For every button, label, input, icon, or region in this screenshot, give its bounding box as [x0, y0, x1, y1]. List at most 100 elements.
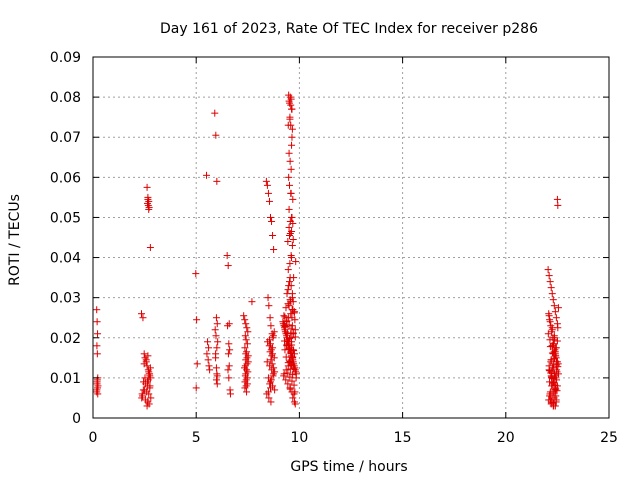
data-point [284, 266, 292, 274]
data-point [288, 362, 296, 370]
data-point [241, 316, 249, 324]
y-tick-label: 0.06 [50, 170, 81, 186]
data-point [204, 338, 212, 346]
y-tick-label: 0.09 [50, 50, 81, 66]
axis-ticks: 0 5 10 15 20 25 0 0.01 0.02 0.03 0.04 0.05 0.06 0.07 0… [50, 50, 618, 446]
data-point [290, 381, 298, 389]
data-point [225, 374, 233, 382]
data-point [212, 350, 220, 358]
data-point [147, 394, 155, 402]
data-point [551, 352, 559, 360]
data-point [224, 262, 232, 270]
data-point [282, 366, 290, 374]
data-point [94, 330, 102, 338]
x-tick-label: 10 [290, 430, 308, 446]
data-point [288, 133, 296, 141]
y-tick-label: 0.04 [50, 251, 81, 267]
data-point [266, 314, 274, 322]
data-point [549, 296, 557, 304]
data-point [138, 394, 146, 402]
data-point [282, 353, 290, 361]
data-point [143, 378, 151, 386]
data-point [284, 238, 292, 246]
data-point [288, 377, 296, 385]
data-point [285, 173, 293, 181]
data-point [212, 131, 220, 139]
data-point [241, 378, 249, 386]
y-tick-label: 0.07 [50, 130, 81, 146]
data-point [240, 312, 248, 320]
data-point [268, 360, 276, 368]
data-point [265, 336, 273, 344]
data-point [212, 332, 220, 340]
data-point [193, 360, 201, 368]
data-point [289, 346, 297, 354]
data-point [290, 309, 298, 317]
data-point [270, 246, 278, 254]
data-point [271, 386, 279, 394]
data-point [268, 217, 276, 225]
data-point [289, 195, 297, 203]
data-point [288, 213, 296, 221]
data-point [285, 357, 293, 365]
data-point [285, 223, 293, 231]
data-point [544, 330, 552, 338]
data-point [554, 370, 562, 378]
data-point [264, 388, 272, 396]
data-point [283, 341, 291, 349]
data-point [550, 402, 558, 410]
data-point [144, 195, 152, 203]
data-point [242, 320, 250, 328]
data-point [242, 336, 250, 344]
data-point [285, 345, 293, 353]
data-point [285, 149, 293, 157]
data-point [213, 320, 221, 328]
data-point [288, 125, 296, 133]
data-point [241, 332, 249, 340]
data-point [285, 91, 293, 99]
data-point [285, 99, 293, 107]
data-point [204, 356, 212, 364]
data-point [288, 242, 296, 250]
data-point [248, 298, 256, 306]
data-point [139, 314, 147, 322]
data-point [226, 346, 234, 354]
y-tick-label: 0.02 [50, 331, 81, 347]
data-point [280, 370, 288, 378]
y-axis-label: ROTI / TECUs [7, 194, 23, 286]
data-point [267, 398, 275, 406]
data-point [212, 364, 220, 372]
data-point [554, 304, 562, 312]
data-point [553, 337, 561, 345]
data-point [214, 338, 222, 346]
data-point [145, 205, 153, 213]
data-point [285, 302, 293, 310]
data-point [288, 338, 296, 346]
data-point [205, 344, 213, 352]
data-point [545, 272, 553, 280]
x-tick-label: 5 [192, 430, 201, 446]
data-point [285, 181, 293, 189]
data-point [244, 358, 252, 366]
data-point [288, 314, 296, 322]
data-point [287, 330, 295, 338]
data-point [206, 366, 214, 374]
data-point [288, 141, 296, 149]
data-point [287, 95, 295, 103]
x-axis-label: GPS time / hours [290, 459, 407, 475]
data-point [242, 382, 250, 390]
data-point [544, 266, 552, 274]
data-point [546, 388, 554, 396]
data-point [144, 352, 152, 360]
data-point [212, 376, 220, 384]
data-point [243, 324, 251, 332]
data-point [291, 400, 299, 408]
data-point [288, 227, 296, 235]
data-point [212, 314, 220, 322]
data-point [545, 396, 553, 404]
data-point [267, 322, 275, 330]
data-point [545, 362, 553, 370]
data-point [93, 386, 101, 394]
data-point [145, 390, 153, 398]
